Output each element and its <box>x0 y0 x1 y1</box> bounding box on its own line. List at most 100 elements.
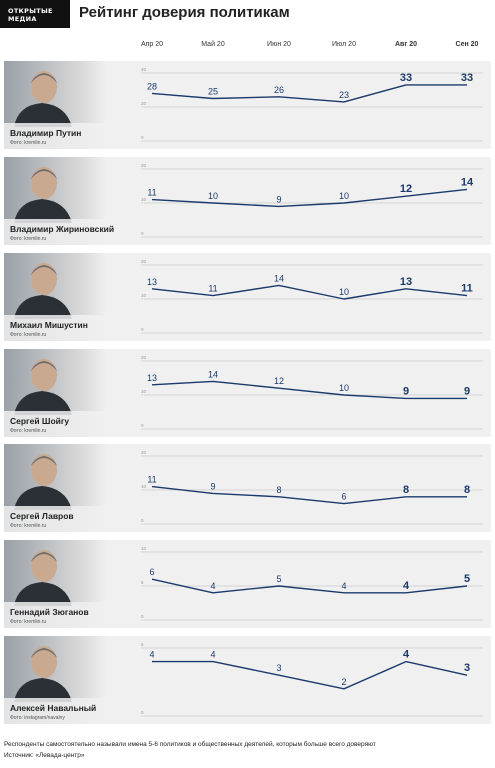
politician-name: Геннадий Зюганов <box>10 607 89 617</box>
photo-caption-fade <box>4 219 107 245</box>
portrait-shoulders <box>14 103 72 127</box>
data-label: 11 <box>461 283 473 295</box>
header: ОТКРЫТЫЕ МЕДИА Рейтинг доверия политикам <box>0 0 495 28</box>
politician-panel: Владимир Путин Фото: kremlin.ru 0 20 40 28 25 2… <box>4 61 491 149</box>
data-label: 13 <box>147 373 157 383</box>
data-label: 12 <box>400 183 412 195</box>
photo-caption-fade <box>4 411 107 437</box>
y-tick-label: 0 <box>141 135 144 140</box>
portrait-shoulders <box>14 582 72 606</box>
y-tick-label: 10 <box>141 484 147 489</box>
y-tick-label: 5 <box>141 642 144 647</box>
data-label: 28 <box>147 81 157 91</box>
data-label: 11 <box>147 475 156 485</box>
politician-name: Владимир Путин <box>10 128 82 138</box>
line-chart: 0 5 10 6 4 5 4 4 5 <box>141 546 483 621</box>
portrait-hair <box>31 552 57 562</box>
portrait-hair <box>31 648 57 658</box>
photo-caption-fade <box>4 698 107 724</box>
month-label: Апр 20 <box>140 41 164 48</box>
data-label: 9 <box>276 194 281 204</box>
series-line <box>151 188 468 208</box>
data-label: 8 <box>464 484 470 496</box>
portrait-photo <box>4 540 107 628</box>
portrait-head <box>31 167 57 199</box>
portrait-hair <box>31 361 57 371</box>
line-chart: 0 10 20 13 14 12 10 9 9 <box>141 355 483 430</box>
data-label: 4 <box>149 650 154 660</box>
logo-line-1: ОТКРЫТЫЕ <box>8 7 53 15</box>
month-label: Май 20 <box>201 41 225 48</box>
portrait-head <box>31 71 57 103</box>
series-line <box>151 284 468 300</box>
data-label: 3 <box>464 662 470 674</box>
portrait-photo <box>4 61 107 149</box>
politician-panel: Сергей Лавров Фото: kremlin.ru 0 10 20 11 9 8 6 8… <box>4 444 491 532</box>
portrait-photo-icon <box>4 444 107 532</box>
line-chart: 0 10 20 13 11 14 10 13 11 <box>141 259 483 334</box>
photo-credit: Фото: kremlin.ru <box>10 523 47 529</box>
politician-panel: Геннадий Зюганов Фото: kremlin.ru 0 5 10 6 4 5 4… <box>4 540 491 628</box>
photo-caption-fade <box>4 315 107 341</box>
portrait-hair <box>31 169 57 179</box>
photo-credit: Фото: kremlin.ru <box>10 332 47 338</box>
photo-caption-fade <box>4 123 107 149</box>
politician-name: Михаил Мишустин <box>10 320 88 330</box>
portrait-photo <box>4 253 107 341</box>
month-label: Июн 20 <box>267 41 291 48</box>
politician-name: Сергей Лавров <box>10 511 74 521</box>
photo-credit: Фото: kremlin.ru <box>10 140 47 146</box>
brand-logo[interactable]: ОТКРЫТЫЕ МЕДИА <box>0 0 70 28</box>
data-label: 9 <box>403 385 409 397</box>
series-line <box>151 578 468 594</box>
data-label: 11 <box>147 188 156 198</box>
y-tick-label: 10 <box>141 293 147 298</box>
portrait-photo-icon <box>4 61 107 149</box>
portrait-head <box>31 550 57 582</box>
politician-panel: Сергей Шойгу Фото: kremlin.ru 0 10 20 13 14 12 1… <box>4 349 491 437</box>
data-label: 13 <box>147 277 157 287</box>
y-tick-label: 0 <box>141 327 144 332</box>
y-tick-label: 0 <box>141 710 144 715</box>
y-tick-label: 10 <box>141 197 147 202</box>
data-label: 6 <box>341 492 346 502</box>
data-label: 6 <box>149 567 154 577</box>
source-note: Источник: «Левада-центр» <box>4 752 85 759</box>
data-label: 26 <box>274 85 284 95</box>
photo-caption-fade <box>4 506 107 532</box>
politician-name: Сергей Шойгу <box>10 416 70 426</box>
y-tick-label: 0 <box>141 231 144 236</box>
data-label: 25 <box>208 87 218 97</box>
portrait-shoulders <box>14 391 72 415</box>
portrait-photo-icon <box>4 540 107 628</box>
footnote: Респонденты самостоятельно называли имен… <box>4 741 376 748</box>
portrait-shoulders <box>14 199 72 223</box>
line-chart: 0 10 20 11 9 8 6 8 8 <box>141 450 483 525</box>
data-label: 10 <box>339 287 349 297</box>
data-label: 9 <box>210 481 215 491</box>
y-tick-label: 20 <box>141 355 147 360</box>
portrait-hair <box>31 265 57 275</box>
politician-panel: Михаил Мишустин Фото: kremlin.ru 0 10 20 13 11… <box>4 253 491 341</box>
data-label: 4 <box>341 581 346 591</box>
data-label: 4 <box>403 580 410 592</box>
y-tick-label: 10 <box>141 389 147 394</box>
portrait-photo-icon <box>4 157 107 245</box>
logo-line-2: МЕДИА <box>8 15 37 23</box>
portrait-photo <box>4 349 107 437</box>
series-line <box>152 660 468 690</box>
portrait-photo-icon <box>4 636 107 724</box>
photo-caption-fade <box>4 602 107 628</box>
data-label: 5 <box>276 574 281 584</box>
data-label: 4 <box>403 649 410 661</box>
portrait-head <box>31 263 57 295</box>
data-label: 11 <box>208 284 217 294</box>
portrait-head <box>31 454 57 486</box>
month-label: Авг 20 <box>394 41 418 48</box>
portrait-photo <box>4 157 107 245</box>
portrait-shoulders <box>14 295 72 319</box>
data-label: 14 <box>208 369 218 379</box>
y-tick-label: 5 <box>141 580 144 585</box>
y-tick-label: 0 <box>141 423 144 428</box>
